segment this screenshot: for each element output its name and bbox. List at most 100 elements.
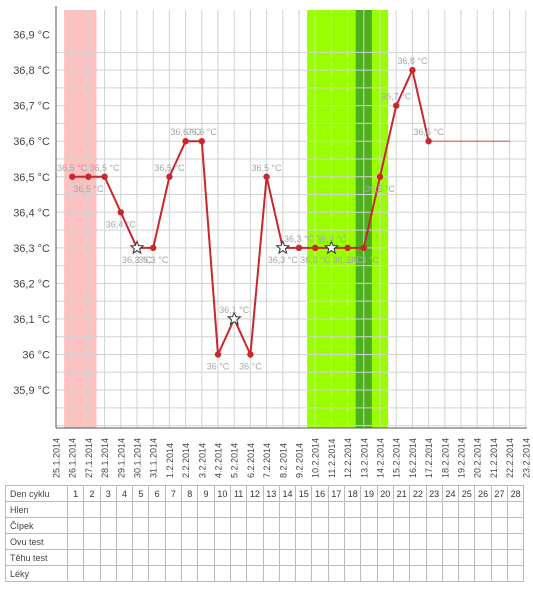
data-label: 36,5 °C [154,163,185,173]
x-tick-label: 25.1.2014 [52,438,62,478]
data-label: 36,3 °C [300,255,331,265]
table-cell [213,565,231,582]
data-label: 36,3 °C [284,234,315,244]
table-cell: 17 [327,485,346,502]
table-cell [376,501,394,518]
table-cell: 15 [295,485,313,502]
data-point [425,138,432,145]
x-tick-label: 29.1.2014 [116,438,126,478]
table-cell [197,549,215,566]
table-cell [360,533,378,550]
table-row: Čípek [5,517,525,534]
table-cell [295,517,313,534]
table-cell: 10 [213,485,231,502]
table-cell [344,549,362,566]
table-row: Hlen [5,501,525,518]
table-cell [441,565,460,582]
star-point [226,311,242,326]
data-point [182,138,189,145]
y-tick-label: 36,2 °C [13,278,50,290]
data-label: 36,5 °C [365,184,396,194]
table-cell [197,517,215,534]
table-cell [278,549,297,566]
data-label: 36 °C [239,362,262,372]
row-label: Den cyklu [5,485,68,502]
table-cell [507,549,525,566]
data-point [376,173,384,180]
table-cell [458,565,476,582]
table-cell [344,565,362,582]
table-cell [197,565,215,582]
x-tick-label: 15.2.2014 [392,438,402,478]
table-row: Těhu test [5,549,525,566]
table-cell [181,549,199,566]
table-cell: 27 [490,485,509,502]
data-label: 36,7 °C [381,92,412,102]
data-label: 36,3 °C [316,234,347,244]
table-cell [246,533,264,550]
y-tick-label: 36,1 °C [13,314,50,326]
table-cell [213,517,231,534]
table-cell [507,517,525,534]
table-cell [458,549,476,566]
table-cell [83,533,101,550]
y-tick-label: 36,5 °C [13,172,50,184]
table-cell: 24 [441,485,460,502]
data-label: 36,4 °C [106,219,137,229]
data-point [69,173,76,180]
table-cell [458,517,476,534]
table-cell [181,517,199,534]
data-label: 36,3 °C [122,255,153,265]
table-cell: 7 [164,485,183,502]
table-cell [507,533,525,550]
table-cell [295,533,313,550]
table-cell [458,501,476,518]
table-cell [344,533,362,550]
table-cell [246,517,264,534]
table-cell [490,565,509,582]
table-cell: 14 [278,485,297,502]
data-point [360,244,367,252]
table-cell [83,517,101,534]
x-tick-label: 30.1.2014 [133,438,143,478]
table-cell [311,517,329,534]
table-cell: 25 [458,485,476,502]
table-cell [327,565,346,582]
table-cell [376,517,394,534]
table-cell [392,565,411,582]
y-tick-label: 36,7 °C [13,101,50,113]
data-point [117,209,125,216]
data-label: 36,3 °C [268,255,299,265]
table-cell [490,501,509,518]
table-cell [441,501,460,518]
table-cell: 20 [376,485,394,502]
table-cell [115,533,134,550]
table-cell [229,565,248,582]
x-tick-label: 26.1.2014 [68,438,78,478]
table-cell [409,517,427,534]
table-cell [327,517,346,534]
star-point [323,239,339,255]
table-cell [164,533,183,550]
x-tick-label: 2.2.2014 [181,443,191,478]
x-tick-label: 23.2.2014 [521,438,531,478]
x-tick-label: 12.2.2014 [343,438,353,478]
table-cell: 11 [229,485,248,502]
data-label: 36,5 °C [252,163,283,173]
table-cell [148,565,166,582]
table-cell [99,533,117,550]
table-cell: 22 [409,485,427,502]
table-cell [181,533,199,550]
table-cell [148,533,166,550]
table-cell [441,517,460,534]
table-cell [164,565,183,582]
table-cell [99,565,117,582]
band-0 [64,10,97,428]
table-cell [132,565,150,582]
table-cell [490,517,509,534]
table-cell [278,517,297,534]
table-cell [392,517,411,534]
table-cell [278,565,297,582]
row-label: Hlen [5,501,68,518]
table-cell: 4 [115,485,134,502]
